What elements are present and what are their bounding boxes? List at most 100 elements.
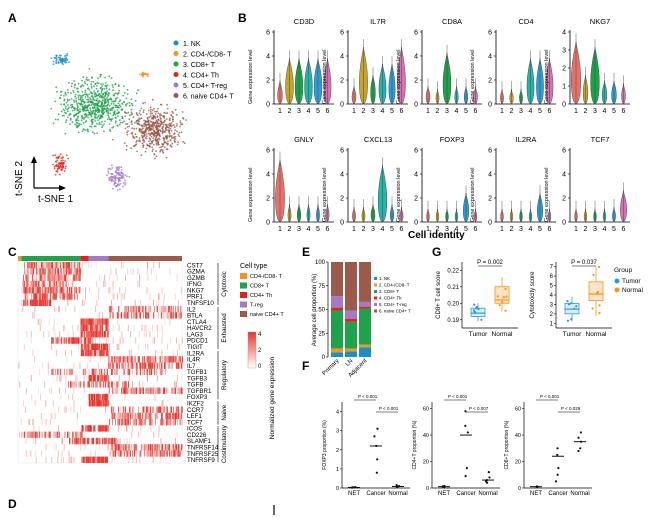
- heatmap-cell: [156, 368, 157, 376]
- heatmap-cell: [85, 456, 87, 463]
- heatmap-cell: [66, 268, 68, 275]
- tsne-point: [160, 118, 162, 120]
- heatmap-cell: [95, 437, 97, 445]
- heatmap-cell: [82, 324, 83, 332]
- heatmap-cell: [36, 431, 38, 438]
- heatmap-cell: [139, 306, 141, 313]
- heatmap-cell: [53, 280, 55, 288]
- heatmap-cell: [70, 406, 72, 413]
- bar-xtick-label: Primary: [322, 358, 341, 377]
- heatmap-cell: [88, 425, 90, 432]
- heatmap-cell: [81, 331, 82, 338]
- heatmap-cell: [151, 444, 153, 451]
- tsne-point: [55, 86, 58, 89]
- tsne-point: [145, 113, 148, 115]
- heatmap-cell: [85, 349, 87, 357]
- heatmap-cell: [96, 299, 98, 306]
- heatmap-cell: [134, 299, 136, 306]
- heatmap-cell: [35, 299, 37, 306]
- heatmap-cell: [113, 387, 115, 394]
- dot-ytick-label: 0: [518, 486, 521, 492]
- heatmap-cell: [88, 349, 89, 357]
- heatmap-cell: [74, 268, 76, 275]
- heatmap-cell: [67, 431, 69, 438]
- heatmap-cell: [154, 444, 156, 451]
- heatmap-cell: [25, 274, 27, 281]
- heatmap-cell: [59, 306, 60, 313]
- tsne-point: [73, 99, 75, 102]
- heatmap-cell: [181, 356, 183, 363]
- heatmap-cell: [119, 444, 121, 451]
- box-pvalue: P = 0.037: [571, 260, 597, 266]
- heatmap-cell: [158, 425, 160, 432]
- heatmap-cell: [126, 412, 128, 420]
- dot-xtick-label: Cancer: [456, 491, 475, 497]
- heatmap-cell: [76, 419, 78, 426]
- heatmap-cell: [105, 425, 107, 432]
- tsne-point: [65, 101, 68, 104]
- tsne-point: [90, 83, 92, 86]
- dot-ytick-label: 60: [423, 407, 429, 413]
- tsne-point: [159, 150, 162, 153]
- heatmap-cell: [34, 299, 35, 306]
- heatmap-cell: [118, 412, 120, 420]
- heatmap-cell: [73, 262, 75, 269]
- heatmap-cell: [149, 444, 151, 451]
- heatmap-cell: [49, 431, 51, 438]
- box-point: [573, 307, 576, 310]
- heatmap-cell: [112, 362, 114, 369]
- tsne-point: [84, 93, 86, 96]
- heatmap-cell: [100, 349, 102, 357]
- heatmap-cell: [84, 343, 85, 350]
- tsne-point: [169, 127, 172, 130]
- heatmap-cell: [63, 293, 65, 300]
- tsne-point: [73, 101, 76, 103]
- heatmap-cell: [146, 450, 148, 457]
- heatmap-cell: [168, 312, 170, 319]
- heatmap-cell: [78, 381, 80, 388]
- heatmap-cell: [39, 299, 40, 306]
- heatmap-cell: [91, 368, 93, 376]
- heatmap-cell: [141, 387, 143, 394]
- heatmap-cell: [73, 406, 75, 413]
- heatmap-cell: [180, 412, 181, 420]
- tsne-point: [126, 102, 129, 105]
- heatmap-cell: [174, 412, 176, 420]
- heatmap-cell: [102, 456, 104, 463]
- heatmap-cell: [41, 262, 42, 269]
- heatmap-cell: [40, 287, 42, 294]
- heatmap-cell: [139, 280, 140, 288]
- heatmap-cell: [99, 318, 101, 325]
- heatmap-cell: [114, 368, 116, 376]
- heatmap-cell: [179, 312, 181, 319]
- heatmap-cell: [126, 425, 127, 432]
- heatmap-cell: [167, 419, 169, 426]
- tsne-point: [103, 97, 106, 99]
- heatmap-cell: [91, 393, 93, 401]
- bar-segment: [359, 262, 371, 302]
- heatmap-cell: [35, 437, 37, 445]
- heatmap-cell: [84, 343, 86, 350]
- heatmap-cell: [30, 375, 32, 382]
- heatmap-cell: [166, 412, 168, 420]
- heatmap-cell: [32, 312, 34, 319]
- heatmap-cell: [119, 306, 120, 313]
- heatmap-cell: [24, 268, 26, 275]
- heatmap-cell: [69, 437, 70, 445]
- heatmap-cell: [157, 306, 159, 313]
- heatmap-cell: [104, 375, 106, 382]
- heatmap-cell: [67, 293, 69, 300]
- heatmap-cell: [142, 406, 144, 413]
- violin-ytick-label: 4: [414, 54, 418, 61]
- heatmap-cell: [114, 419, 116, 426]
- heatmap-cell: [149, 412, 151, 420]
- heatmap-cell: [176, 312, 177, 319]
- heatmap-cell: [111, 368, 112, 376]
- heatmap-cell: [18, 362, 20, 369]
- heatmap-cell: [106, 343, 108, 350]
- heatmap-cell: [160, 356, 161, 363]
- heatmap-cell: [39, 324, 41, 332]
- heatmap-cell: [153, 299, 154, 306]
- heatmap-cell: [166, 419, 167, 426]
- tsne-point: [97, 115, 100, 118]
